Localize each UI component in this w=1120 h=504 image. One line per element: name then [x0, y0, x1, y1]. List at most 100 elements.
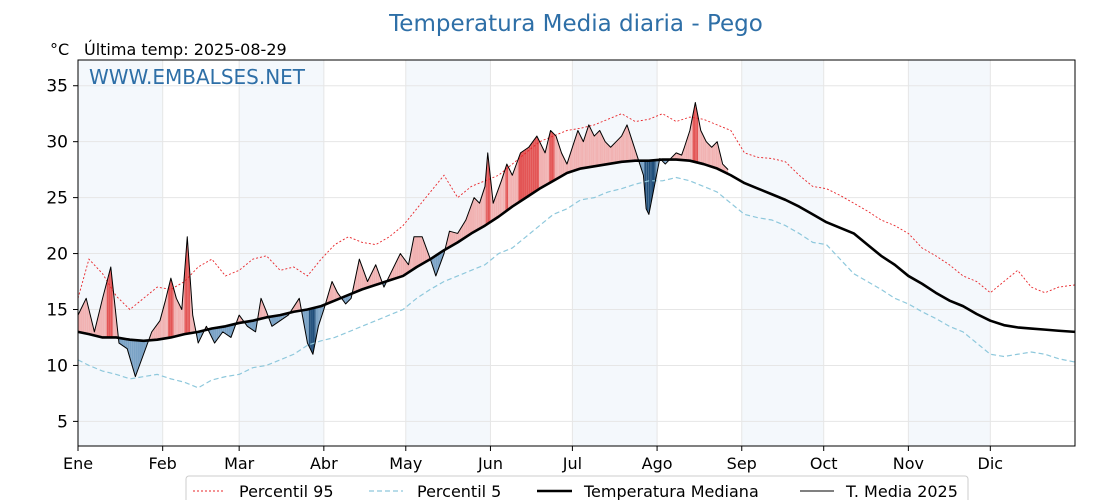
- anomaly-fill-segment: [571, 147, 573, 172]
- anomaly-fill-segment: [332, 281, 334, 302]
- anomaly-fill-segment: [655, 160, 658, 180]
- anomaly-fill-segment: [192, 315, 195, 333]
- anomaly-fill-segment: [78, 310, 81, 333]
- legend-item-p95: Percentil 95: [193, 482, 334, 501]
- anomaly-fill-segment: [465, 214, 468, 238]
- anomaly-fill-segment: [557, 140, 559, 179]
- anomaly-fill-segment: [580, 136, 582, 169]
- anomaly-fill-segment: [216, 327, 219, 341]
- anomaly-fill-segment: [276, 315, 279, 324]
- y-tick-label-25: 25: [46, 189, 68, 209]
- anomaly-fill-segment: [131, 339, 134, 370]
- anomaly-fill-segment: [170, 278, 173, 338]
- anomaly-fill-segment: [688, 130, 690, 161]
- anomaly-fill-segment: [601, 133, 603, 166]
- anomaly-fill-segment: [82, 302, 85, 334]
- anomaly-fill-segment: [161, 310, 163, 340]
- anomaly-fill-segment: [253, 320, 256, 332]
- anomaly-fill-segment: [621, 133, 623, 162]
- plot-area: 5 10 15 20 25 30 35 Ene Feb Mar Abr May Jun Jul Ago Sep…: [46, 59, 1076, 473]
- anomaly-fill-segment: [311, 308, 313, 355]
- anomaly-fill-segment: [595, 133, 597, 167]
- anomaly-fill-segment: [416, 236, 419, 268]
- anomaly-fill-segment: [404, 259, 407, 276]
- anomaly-fill-segment: [561, 152, 563, 177]
- anomaly-fill-segment: [708, 144, 711, 167]
- anomaly-fill-segment: [420, 236, 423, 266]
- anomaly-fill-segment: [321, 305, 323, 318]
- anomaly-fill-segment: [214, 327, 217, 344]
- anomaly-fill-segment: [707, 143, 709, 166]
- anomaly-fill-segment: [174, 293, 177, 337]
- anomaly-fill-segment: [625, 124, 628, 162]
- anomaly-fill-segment: [646, 160, 647, 211]
- x-tick-label-may: May: [389, 454, 422, 473]
- anomaly-fill-segment: [474, 197, 476, 232]
- anomaly-fill-segment: [472, 197, 475, 234]
- anomaly-fill-segment: [469, 203, 473, 235]
- anomaly-fill-segment: [396, 257, 399, 279]
- anomaly-fill-segment: [702, 133, 704, 165]
- anomaly-fill-segment: [722, 164, 725, 172]
- anomaly-fill-segment: [307, 309, 309, 346]
- anomaly-fill-segment: [367, 277, 370, 288]
- anomaly-fill-segment: [609, 145, 611, 164]
- anomaly-fill-segment: [402, 256, 405, 277]
- x-tick-label-oct: Oct: [810, 454, 838, 473]
- anomaly-fill-segment: [514, 164, 517, 206]
- anomaly-fill-segment: [90, 315, 93, 335]
- anomaly-fill-segment: [685, 138, 688, 161]
- anomaly-fill-segment: [711, 145, 714, 168]
- anomaly-fill-segment: [693, 102, 696, 163]
- anomaly-fill-segment: [476, 200, 479, 231]
- anomaly-fill-segment: [564, 158, 566, 175]
- anomaly-fill-segment: [520, 151, 523, 202]
- anomaly-fill-segment: [577, 130, 580, 170]
- anomaly-fill-segment: [526, 147, 529, 198]
- anomaly-fill-segment: [676, 152, 678, 160]
- legend-box: [185, 475, 969, 504]
- anomaly-fill-segment: [361, 264, 364, 290]
- anomaly-fill-segment: [104, 282, 107, 338]
- legend-label-median: Temperatura Mediana: [583, 482, 759, 500]
- anomaly-fill-segment: [139, 340, 142, 366]
- anomaly-fill-segment: [602, 136, 604, 165]
- anomaly-fill-segment: [620, 136, 622, 163]
- anomaly-fill-segment: [652, 160, 655, 194]
- anomaly-fill-segment: [106, 274, 109, 338]
- anomaly-fill-segment: [629, 133, 632, 162]
- anomaly-fill-segment: [365, 275, 368, 289]
- anomaly-fill-segment: [617, 138, 619, 163]
- anomaly-fill-segment: [125, 338, 128, 349]
- anomaly-fill-segment: [512, 169, 515, 207]
- anomaly-fill-segment: [449, 231, 452, 248]
- anomaly-fill-segment: [677, 153, 679, 160]
- anomaly-fill-segment: [607, 144, 610, 165]
- anomaly-fill-segment: [554, 134, 557, 181]
- plot-frame: [77, 59, 1076, 447]
- x-tick-label-feb: Feb: [149, 454, 177, 473]
- anomaly-fill-segment: [463, 219, 466, 239]
- anomaly-fill-segment: [251, 320, 254, 331]
- anomaly-fill-segment: [622, 130, 625, 162]
- anomaly-fill-segment: [173, 288, 175, 337]
- anomaly-fill-segment: [478, 201, 480, 230]
- anomaly-fill-segment: [504, 168, 506, 213]
- x-tick-label-dic: Dic: [978, 454, 1004, 473]
- anomaly-fill-segment: [631, 137, 633, 162]
- anomaly-fill-segment: [594, 134, 596, 167]
- anomaly-fill-segment: [599, 130, 602, 166]
- anomaly-fill-segment: [715, 141, 718, 169]
- anomaly-fill-segment: [596, 131, 599, 166]
- x-tick-label-ago: Ago: [642, 454, 673, 473]
- anomaly-fill-segment: [505, 164, 507, 212]
- anomaly-fill-segment: [506, 164, 509, 211]
- anomaly-fill-segment: [467, 208, 470, 236]
- anomaly-fill-segment: [318, 306, 320, 327]
- anomaly-fill-segment: [510, 172, 513, 208]
- anomaly-fill-segment: [556, 136, 558, 180]
- anomaly-fill-segment: [714, 143, 716, 169]
- anomaly-fill-segment: [305, 309, 308, 344]
- month-band-nov: [908, 60, 991, 446]
- anomaly-fill-segment: [683, 147, 685, 161]
